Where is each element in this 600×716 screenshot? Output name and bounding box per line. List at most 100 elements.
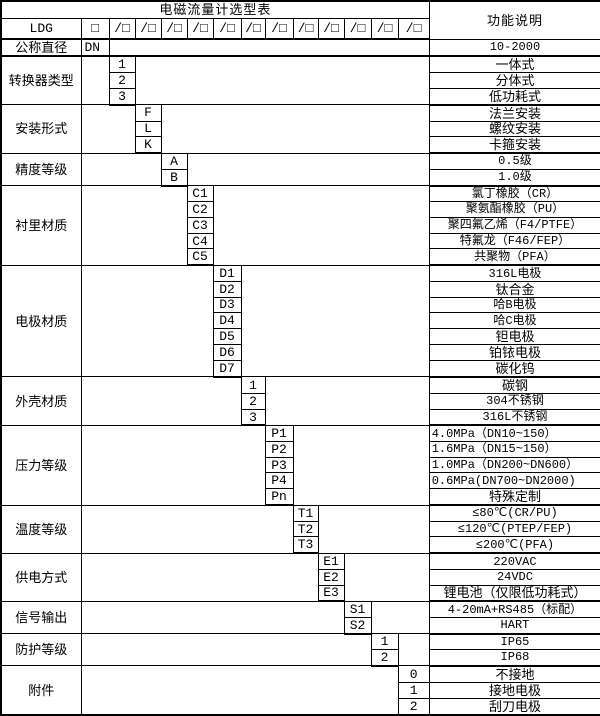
section-label: 精度等级 <box>0 152 82 187</box>
option-description: IP68 <box>428 649 600 667</box>
model-code-row: LDG □ /□/□/□/□/□/□/□/□/□/□/□/□ <box>0 17 600 40</box>
option-description: 316L不锈钢 <box>428 408 600 427</box>
option-description: HART <box>428 616 600 635</box>
option-description: ≤80℃(CR/PU) <box>428 504 600 522</box>
option-description: 钽电极 <box>428 328 600 346</box>
model-prefix: LDG <box>0 17 82 40</box>
option-description: 1.0级 <box>428 168 600 187</box>
option-row: 3 低功耗式 <box>1 87 600 106</box>
option-row: D7 碳化钨 <box>1 359 600 378</box>
option-code: 1 <box>397 681 430 699</box>
option-code: C5 <box>186 248 214 267</box>
option-code: E2 <box>317 568 345 586</box>
option-description: 316L电极 <box>428 264 600 282</box>
option-code: K <box>134 136 162 155</box>
option-description: 一体式 <box>428 55 600 73</box>
option-row: 2 刮刀电极 <box>1 697 600 716</box>
option-code: C4 <box>186 232 214 250</box>
option-code: Pn <box>264 488 294 507</box>
section-label: 公称直径 <box>0 38 82 57</box>
matrix-spacer-right <box>134 55 430 106</box>
matrix-spacer-right <box>343 552 430 602</box>
section-label: 电极材质 <box>0 264 82 378</box>
title-row: 电磁流量计选型表 功能说明 <box>0 0 600 40</box>
model-code-slot: /□ <box>343 17 372 40</box>
matrix-spacer-right <box>370 600 430 635</box>
matrix-spacer-left <box>80 552 319 602</box>
option-code: E1 <box>317 552 345 570</box>
option-description: 4.0MPa（DN10~150） <box>428 424 600 442</box>
section-label: 供电方式 <box>0 552 82 602</box>
model-code-slot: /□ <box>240 17 266 40</box>
matrix-spacer-left <box>80 665 399 716</box>
option-code: 2 <box>240 392 266 410</box>
option-row: 防护等级 1 IP65 <box>0 633 600 667</box>
section-label: 信号输出 <box>0 600 82 635</box>
matrix-spacer-right <box>108 38 430 57</box>
option-code: 1 <box>240 376 266 394</box>
option-description: 接地电极 <box>428 681 600 699</box>
option-code: D5 <box>212 328 242 346</box>
option-code: P1 <box>264 424 294 442</box>
option-code: P4 <box>264 472 294 490</box>
matrix-spacer-right <box>186 152 430 187</box>
matrix-spacer-left <box>80 152 162 187</box>
option-description: 1.0MPa（DN200~DN600） <box>428 456 600 474</box>
model-code-slot: /□ <box>212 17 242 40</box>
option-row: 供电方式 E1 220VAC <box>0 552 600 602</box>
matrix-spacer-left <box>80 104 136 154</box>
option-description: 锂电池（仅限低功耗式） <box>428 584 600 603</box>
option-code: D1 <box>212 264 242 282</box>
option-description: 304不锈钢 <box>428 392 600 410</box>
option-row: T3 ≤200℃(PFA) <box>1 536 600 555</box>
option-row: S2 HART <box>1 616 600 635</box>
option-row: 2 IP68 <box>1 649 600 667</box>
option-row: 外壳材质 1 碳钢 <box>0 376 600 426</box>
model-code-slot: /□ <box>370 17 399 40</box>
section-label: 安装形式 <box>0 104 82 154</box>
option-row: D2 钛合金 <box>1 280 600 298</box>
model-code-slot: /□ <box>108 17 136 40</box>
option-description: ≤200℃(PFA) <box>428 536 600 555</box>
option-row: 公称直径 DN 10-2000 <box>0 38 600 57</box>
option-code: D2 <box>212 280 242 298</box>
section-label: 温度等级 <box>0 504 82 554</box>
option-description: 聚氨酯橡胶（PU） <box>428 200 600 218</box>
option-description: 聚四氟乙烯（F4/PTFE） <box>428 216 600 234</box>
option-description: 1.6MPa（DN15~150） <box>428 440 600 458</box>
option-description: 220VAC <box>428 552 600 570</box>
model-code-slot: /□ <box>264 17 294 40</box>
option-code: D7 <box>212 359 242 378</box>
option-row: B 1.0级 <box>1 168 600 187</box>
option-code: C3 <box>186 216 214 234</box>
option-code: 0 <box>397 665 430 683</box>
option-code: 2 <box>108 71 136 89</box>
option-code: 3 <box>240 408 266 427</box>
option-description: 分体式 <box>428 71 600 89</box>
option-code: 2 <box>397 697 430 716</box>
matrix-spacer-right <box>292 424 430 506</box>
matrix-spacer-right <box>240 264 430 378</box>
option-row: 3 316L不锈钢 <box>1 408 600 427</box>
option-description: 特氟龙（F46/FEP） <box>428 232 600 250</box>
option-row: 压力等级 P1 4.0MPa（DN10~150） <box>0 424 600 506</box>
option-row: C4 特氟龙（F46/FEP） <box>1 232 600 250</box>
section-label: 压力等级 <box>0 424 82 506</box>
option-row: C5 共聚物（PFA） <box>1 248 600 267</box>
option-description: 碳钢 <box>428 376 600 394</box>
option-code: 2 <box>370 649 399 667</box>
matrix-spacer-left <box>80 600 345 635</box>
option-description: 卡箍安装 <box>428 136 600 155</box>
model-code-slot: /□ <box>134 17 162 40</box>
option-code: S2 <box>343 616 372 635</box>
option-description: 钛合金 <box>428 280 600 298</box>
option-code: P3 <box>264 456 294 474</box>
option-description: 共聚物（PFA） <box>428 248 600 267</box>
option-description: 碳化钨 <box>428 359 600 378</box>
option-code: C2 <box>186 200 214 218</box>
option-description: 法兰安装 <box>428 104 600 122</box>
option-row: 精度等级 A 0.5级 <box>0 152 600 187</box>
model-code-slot: /□ <box>397 17 430 40</box>
option-description: 铂铱电极 <box>428 344 600 361</box>
